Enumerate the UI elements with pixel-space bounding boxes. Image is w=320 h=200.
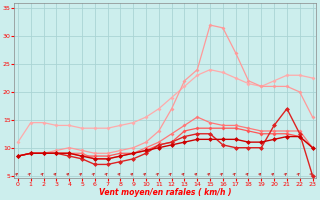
X-axis label: Vent moyen/en rafales ( km/h ): Vent moyen/en rafales ( km/h ): [99, 188, 231, 197]
